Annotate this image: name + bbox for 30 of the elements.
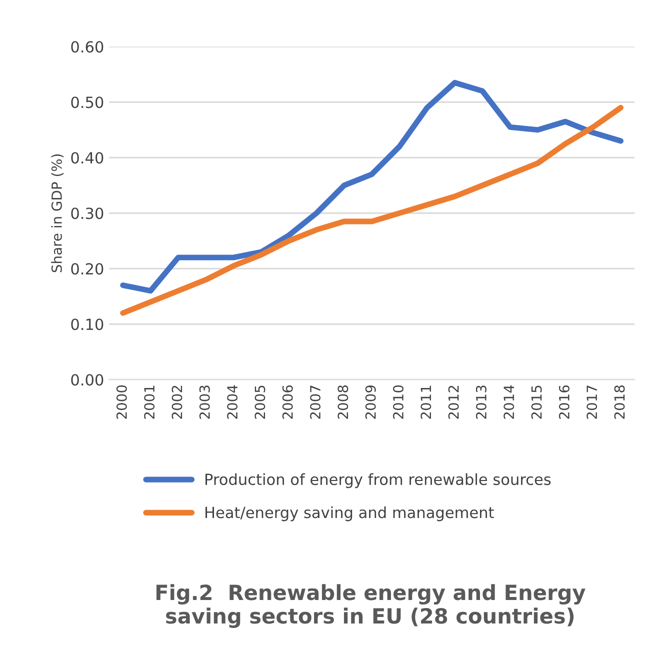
y-tick-label: 0.20 bbox=[71, 263, 104, 275]
x-tick-label: 2002 bbox=[172, 386, 182, 419]
x-tick-label: 2011 bbox=[420, 386, 432, 419]
x-tick-label: 2015 bbox=[531, 386, 542, 419]
x-tick-label: 2009 bbox=[365, 385, 376, 419]
x-tick-label: 2001 bbox=[144, 386, 155, 419]
x-tick-label: 2010 bbox=[392, 385, 404, 419]
x-tick-label: 2018 bbox=[614, 385, 625, 419]
x-tick-label: 2005 bbox=[254, 386, 266, 419]
x-tick-label: 2013 bbox=[476, 386, 486, 419]
x-tick-label: 2007 bbox=[310, 386, 321, 419]
x-tick-label: 2014 bbox=[504, 385, 514, 419]
x-tick-label: 2012 bbox=[448, 386, 459, 419]
x-tick-label: 2017 bbox=[586, 386, 598, 419]
x-tick-label: 2016 bbox=[558, 385, 570, 419]
x-tick-label: 2008 bbox=[338, 385, 348, 419]
legend-label: Production of energy from renewable sources bbox=[206, 473, 551, 488]
y-tick-label: 0.10 bbox=[71, 318, 104, 330]
x-tick-label: 2004 bbox=[227, 385, 238, 419]
text: Fig.2 Renewable energy and Energy saving sectors in EU (28 countries) bbox=[156, 584, 586, 628]
legend-label: Heat/energy saving and management bbox=[206, 506, 494, 522]
y-tick-label: 0.60 bbox=[71, 41, 104, 53]
y-tick-label: 0.40 bbox=[71, 152, 104, 164]
y-axis-title: Share in GDP (%) bbox=[51, 154, 64, 272]
y-tick-label: 0.30 bbox=[71, 208, 104, 220]
x-tick-label: 2003 bbox=[199, 386, 210, 419]
x-tick-label: 2000 bbox=[116, 385, 127, 419]
x-tick-label: 2006 bbox=[282, 385, 293, 419]
y-tick-label: 0.50 bbox=[71, 96, 104, 108]
y-tick-label: 0.00 bbox=[71, 374, 104, 386]
